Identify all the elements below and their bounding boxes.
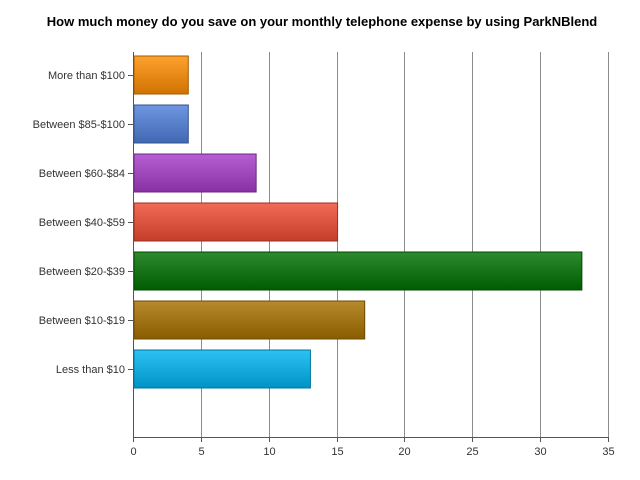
axes [128, 52, 609, 442]
category-label: Between $40-$59 [39, 217, 125, 229]
x-tick-label: 35 [602, 446, 614, 458]
category-labels: More than $100 Between $85-$100 Between $6… [33, 70, 125, 376]
bar [133, 349, 311, 389]
x-tick-labels: 0 5 10 15 20 25 30 35 [130, 446, 614, 458]
category-label: Between $85-$100 [33, 119, 125, 131]
x-tick-label: 20 [398, 446, 410, 458]
x-tick-label: 5 [198, 446, 204, 458]
gridlines [201, 52, 609, 437]
x-tick-label: 25 [466, 446, 478, 458]
category-label: Between $60-$84 [39, 168, 125, 180]
bar [133, 153, 257, 193]
x-tick-label: 0 [130, 446, 136, 458]
category-label: Less than $10 [56, 364, 125, 376]
x-tick-label: 10 [263, 446, 275, 458]
x-tick-label: 15 [331, 446, 343, 458]
bar [133, 300, 366, 340]
category-label: Between $20-$39 [39, 266, 125, 278]
x-tick-label: 30 [534, 446, 546, 458]
bars [133, 55, 583, 389]
chart-title: How much money do you save on your month… [47, 14, 597, 29]
bar [133, 104, 189, 144]
category-label: Between $10-$19 [39, 315, 125, 327]
bar [133, 202, 339, 242]
bar [133, 251, 583, 291]
category-label: More than $100 [48, 70, 125, 82]
bar [133, 55, 189, 95]
